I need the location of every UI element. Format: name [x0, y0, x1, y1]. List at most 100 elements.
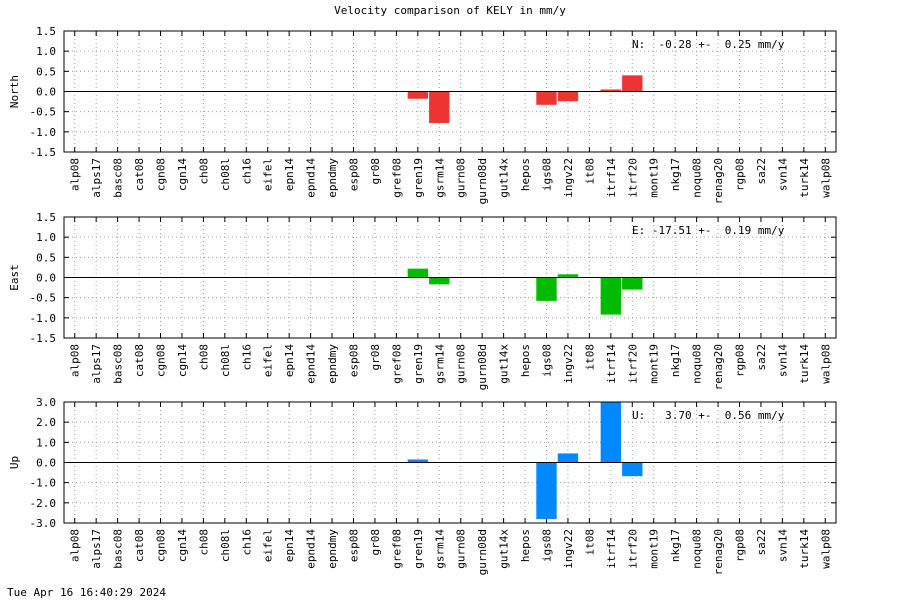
xtick-label: itrf14 [605, 529, 618, 569]
xtick-label: gurn08 [455, 529, 468, 569]
xtick-label: basc08 [112, 158, 125, 198]
timestamp-footer: Tue Apr 16 16:40:29 2024 [7, 586, 166, 599]
xtick-label: eifel [262, 344, 275, 377]
xtick-label: itrf20 [626, 344, 639, 384]
xtick-label: esp08 [348, 158, 361, 191]
xtick-label: cgn08 [155, 344, 168, 377]
xtick-label: cat08 [133, 158, 146, 191]
plot-frame [63, 30, 837, 153]
bar-igs08 [536, 277, 557, 301]
xtick-label: basc08 [112, 529, 125, 569]
xtick-label: svn14 [776, 344, 789, 377]
bar-itrf20 [622, 462, 643, 477]
xtick-label: turk14 [798, 158, 811, 198]
ytick-label: 0.5 [36, 251, 56, 264]
xtick-label: ch08 [197, 529, 210, 556]
xtick-label: alps17 [90, 344, 103, 384]
xtick-label: ingv22 [562, 158, 575, 198]
xtick-label: it08 [583, 344, 596, 371]
xtick-label: gren19 [412, 344, 425, 384]
xtick-label: alp08 [69, 529, 82, 562]
xtick-label: cat08 [133, 529, 146, 562]
bar-itrf14 [600, 277, 622, 315]
plot-frame [63, 401, 837, 524]
xtick-label: gut14x [498, 344, 511, 384]
xtick-label: sa22 [755, 158, 768, 185]
xtick-label: rgp08 [734, 344, 747, 377]
xtick-label: nkg17 [669, 529, 682, 562]
xtick-label: alps17 [90, 158, 103, 198]
xtick-label: ch16 [240, 344, 253, 371]
bar-ingv22 [557, 274, 579, 278]
xtick-label: ch08 [197, 344, 210, 371]
ytick-label: -1.5 [30, 332, 57, 345]
xtick-label: svn14 [776, 529, 789, 562]
xtick-label: gr08 [369, 529, 382, 556]
xtick-label: sa22 [755, 344, 768, 371]
xtick-label: rgp08 [734, 158, 747, 191]
ytick-label: -1.0 [30, 477, 57, 490]
xtick-label: basc08 [112, 344, 125, 384]
xtick-label: eifel [262, 529, 275, 562]
xtick-label: gr08 [369, 158, 382, 185]
xtick-label: cat08 [133, 344, 146, 377]
bar-ingv22 [557, 453, 579, 463]
xtick-label: noqu08 [691, 344, 704, 384]
xtick-label: epn14 [283, 344, 296, 377]
xtick-label: alps17 [90, 529, 103, 569]
ytick-label: 0.0 [36, 457, 56, 470]
bar-gsrm14 [429, 277, 450, 285]
bar-gren19 [407, 91, 429, 99]
ytick-label: 1.5 [36, 25, 56, 38]
xtick-label: it08 [583, 158, 596, 185]
panel-north: 1.5 1.0 0.5 0.0 -0.5 -1.0 -1.5 alp08 alps17 basc0… [8, 25, 837, 204]
ytick-label: 0.5 [36, 65, 56, 78]
ytick-label: 0.0 [36, 272, 56, 285]
xtick-label: hepos [519, 344, 532, 377]
xtick-label: epnd14 [305, 344, 318, 384]
plot-frame [63, 216, 837, 339]
xtick-label: turk14 [798, 529, 811, 569]
xtick-label: ch08l [219, 529, 232, 562]
xtick-label: ch16 [240, 158, 253, 185]
ytick-label: -0.5 [30, 106, 57, 119]
xtick-label: turk14 [798, 344, 811, 384]
bar-gren19 [407, 268, 429, 278]
xtick-label: gsrm14 [433, 158, 446, 198]
ytick-label: -1.0 [30, 312, 57, 325]
xtick-label: hepos [519, 158, 532, 191]
xtick-label: noqu08 [691, 158, 704, 198]
bar-ingv22 [557, 91, 579, 102]
xtick-label: ch08l [219, 158, 232, 191]
ytick-label: 3.0 [36, 396, 56, 409]
xtick-label: gren19 [412, 158, 425, 198]
xtick-label: itrf20 [626, 158, 639, 198]
ytick-label: 1.0 [36, 45, 56, 58]
xtick-label: sa22 [755, 529, 768, 556]
velocity-annotation: E: -17.51 +- 0.19 mm/y [632, 224, 785, 237]
xtick-label: epndmy [326, 344, 339, 384]
xtick-label: mont19 [648, 158, 661, 198]
bar-itrf20 [622, 277, 643, 290]
xtick-label: gurn08d [476, 344, 489, 390]
xtick-label: gurn08d [476, 158, 489, 204]
xtick-label: rgp08 [734, 529, 747, 562]
xtick-label: ingv22 [562, 529, 575, 569]
xtick-label: walp08 [819, 158, 832, 198]
xtick-label: gurn08d [476, 529, 489, 575]
xtick-label: gsrm14 [433, 529, 446, 569]
xtick-label: eifel [262, 158, 275, 191]
xtick-label: epn14 [283, 158, 296, 191]
ytick-label: -2.0 [30, 497, 57, 510]
xtick-label: cgn14 [176, 158, 189, 191]
ytick-label: -1.5 [30, 146, 57, 159]
xtick-label: gsrm14 [433, 344, 446, 384]
xtick-label: renag20 [712, 158, 725, 204]
xtick-label: gurn08 [455, 344, 468, 384]
xtick-label: ch08 [197, 158, 210, 185]
bar-itrf14 [600, 402, 622, 463]
ytick-label: 0.0 [36, 86, 56, 99]
bar-igs08 [536, 462, 557, 519]
ytick-label: -1.0 [30, 126, 57, 139]
